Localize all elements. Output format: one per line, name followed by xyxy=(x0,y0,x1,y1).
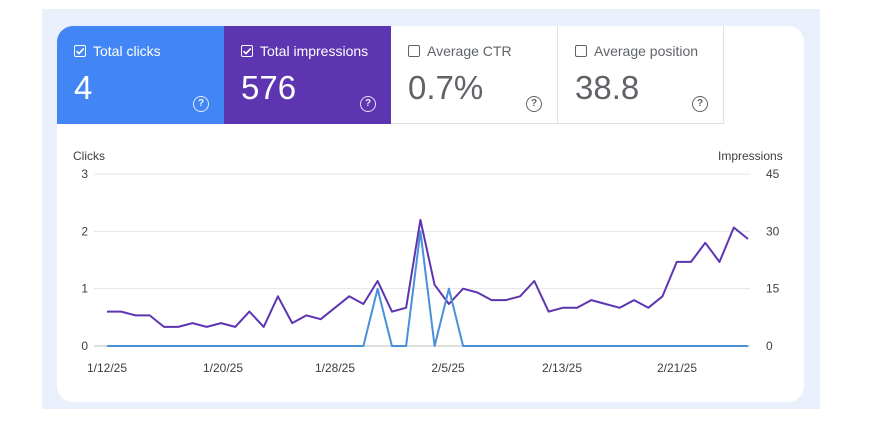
help-icon[interactable]: ? xyxy=(193,96,209,112)
x-tick-label: 2/13/25 xyxy=(542,361,582,375)
help-icon[interactable]: ? xyxy=(360,96,376,112)
right-tick-label: 30 xyxy=(766,224,780,238)
right-axis-title: Impressions xyxy=(718,149,783,163)
impressions-line xyxy=(107,218,749,328)
x-tick-label: 1/12/25 xyxy=(87,361,127,375)
right-tick-label: 15 xyxy=(766,282,780,296)
checkbox-unchecked-icon[interactable] xyxy=(408,45,420,57)
metric-total-clicks[interactable]: Total clicks 4 ? xyxy=(57,26,224,124)
x-tick-label: 2/21/25 xyxy=(657,361,697,375)
clicks-line xyxy=(107,230,748,347)
metric-average-position[interactable]: Average position 38.8 ? xyxy=(558,26,724,124)
performance-card: Total clicks 4 ? Total impressions 576 ?… xyxy=(57,26,804,402)
left-tick-label: 1 xyxy=(81,282,88,296)
metric-value: 576 xyxy=(241,69,297,106)
checkbox-unchecked-icon[interactable] xyxy=(575,45,587,57)
x-tick-label: 1/28/25 xyxy=(315,361,355,375)
left-tick-label: 0 xyxy=(81,339,88,353)
right-tick-label: 45 xyxy=(766,167,780,181)
checkbox-checked-icon[interactable] xyxy=(241,45,253,57)
left-tick-label: 2 xyxy=(81,224,88,238)
metric-total-impressions[interactable]: Total impressions 576 ? xyxy=(224,26,391,124)
help-icon[interactable]: ? xyxy=(526,96,542,112)
metric-label: Average CTR xyxy=(427,43,512,59)
left-tick-label: 3 xyxy=(81,167,88,181)
x-tick-label: 2/5/25 xyxy=(431,361,465,375)
metric-label: Total impressions xyxy=(260,43,369,59)
x-tick-label: 1/20/25 xyxy=(203,361,243,375)
left-axis-title: Clicks xyxy=(73,149,105,163)
metric-label: Average position xyxy=(594,43,699,59)
right-tick-label: 0 xyxy=(766,339,773,353)
help-icon[interactable]: ? xyxy=(692,96,708,112)
metric-tabs: Total clicks 4 ? Total impressions 576 ?… xyxy=(57,26,724,124)
checkbox-checked-icon[interactable] xyxy=(74,45,86,57)
metric-value: 38.8 xyxy=(575,69,640,106)
metric-value: 4 xyxy=(74,69,93,106)
metric-label: Total clicks xyxy=(93,43,161,59)
metric-value: 0.7% xyxy=(408,69,484,106)
metric-average-ctr[interactable]: Average CTR 0.7% ? xyxy=(391,26,558,124)
